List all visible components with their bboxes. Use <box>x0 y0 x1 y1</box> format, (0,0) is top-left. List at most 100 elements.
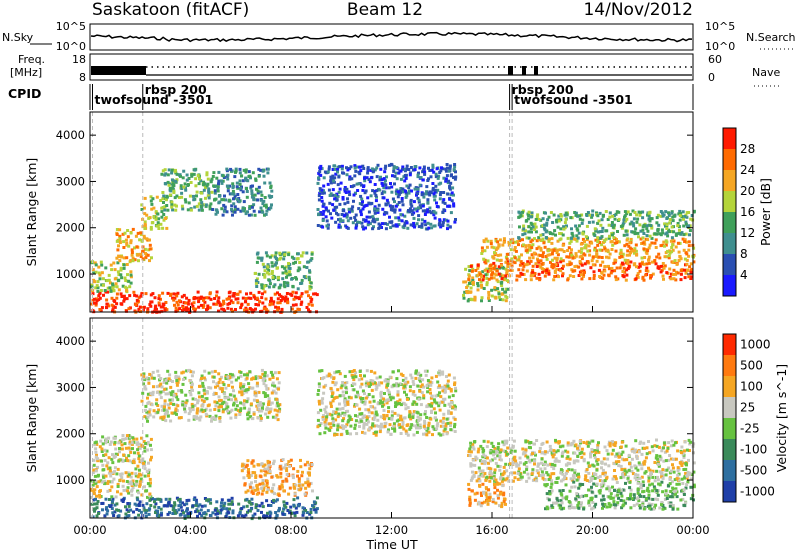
range-gate-cell <box>680 278 683 281</box>
freq-block-a <box>508 66 513 75</box>
range-gate-cell <box>494 502 497 505</box>
range-gate-cell <box>367 382 370 385</box>
range-gate-cell <box>257 509 260 512</box>
range-gate-cell <box>580 270 583 273</box>
range-gate-cell <box>276 308 279 311</box>
range-gate-cell <box>311 489 314 492</box>
range-gate-cell <box>678 229 681 232</box>
power-panel-frame <box>90 112 693 312</box>
range-gate-cell <box>685 252 688 255</box>
range-gate-cell <box>421 193 424 196</box>
range-gate-cell <box>150 456 153 459</box>
range-gate-cell <box>136 441 139 444</box>
range-gate-cell <box>246 498 249 501</box>
range-gate-cell <box>490 277 493 280</box>
range-gate-cell <box>535 226 538 229</box>
colorbar-tick-label: 8 <box>740 247 748 261</box>
range-gate-cell <box>177 508 180 511</box>
range-gate-cell <box>112 437 115 440</box>
range-gate-cell <box>686 211 689 214</box>
range-gate-cell <box>446 205 449 208</box>
range-gate-cell <box>330 217 333 220</box>
range-gate-cell <box>687 269 690 272</box>
range-gate-cell <box>385 414 388 417</box>
range-gate-cell <box>318 198 321 201</box>
range-gate-cell <box>227 503 230 506</box>
range-gate-cell <box>341 381 344 384</box>
range-gate-cell <box>547 240 550 243</box>
range-gate-cell <box>381 208 384 211</box>
range-gate-cell <box>668 214 671 217</box>
range-gate-cell <box>364 227 367 230</box>
range-gate-cell <box>609 253 612 256</box>
range-gate-cell <box>256 384 259 387</box>
range-gate-cell <box>179 175 182 178</box>
range-gate-cell <box>125 239 128 242</box>
range-gate-cell <box>94 475 97 478</box>
range-gate-cell <box>559 260 562 263</box>
range-gate-cell <box>306 261 309 264</box>
range-gate-cell <box>286 473 289 476</box>
range-gate-cell <box>433 398 436 401</box>
range-gate-cell <box>288 270 291 273</box>
range-gate-cell <box>482 491 485 494</box>
range-gate-cell <box>258 300 261 303</box>
range-gate-cell <box>293 298 296 301</box>
range-gate-cell <box>186 499 189 502</box>
range-gate-cell <box>528 237 531 240</box>
range-gate-cell <box>271 374 274 377</box>
range-gate-cell <box>168 498 171 501</box>
range-gate-cell <box>355 432 358 435</box>
range-gate-cell <box>148 401 151 404</box>
range-gate-cell <box>295 303 298 306</box>
range-gate-cell <box>504 463 507 466</box>
range-gate-cell <box>118 255 121 258</box>
range-gate-cell <box>365 190 368 193</box>
range-gate-cell <box>274 511 277 514</box>
range-gate-cell <box>186 174 189 177</box>
range-gate-cell <box>157 227 160 230</box>
range-gate-cell <box>125 447 128 450</box>
range-gate-cell <box>267 168 270 171</box>
range-gate-cell <box>97 266 100 269</box>
range-gate-cell <box>438 384 441 387</box>
range-gate-cell <box>389 376 392 379</box>
range-gate-cell <box>409 184 412 187</box>
range-gate-cell <box>338 403 341 406</box>
range-gate-cell <box>362 390 365 393</box>
range-gate-cell <box>318 385 321 388</box>
range-gate-cell <box>138 473 141 476</box>
range-gate-cell <box>496 240 499 243</box>
range-gate-cell <box>119 473 122 476</box>
range-gate-cell <box>441 371 444 374</box>
range-gate-cell <box>541 263 544 266</box>
range-gate-cell <box>390 163 393 166</box>
range-gate-cell <box>137 259 140 262</box>
range-gate-cell <box>420 225 423 228</box>
range-gate-cell <box>498 296 501 299</box>
range-gate-cell <box>336 428 339 431</box>
range-gate-cell <box>667 211 670 214</box>
range-gate-cell <box>379 168 382 171</box>
range-gate-cell <box>539 266 542 269</box>
range-gate-cell <box>278 381 281 384</box>
range-gate-cell <box>655 256 658 259</box>
range-gate-cell <box>239 187 242 190</box>
range-gate-cell <box>222 410 225 413</box>
range-gate-cell <box>553 229 556 232</box>
range-gate-cell <box>335 212 338 215</box>
range-gate-cell <box>260 511 263 514</box>
range-gate-cell <box>562 244 565 247</box>
range-gate-cell <box>400 170 403 173</box>
range-gate-cell <box>375 386 378 389</box>
range-gate-cell <box>269 408 272 411</box>
range-gate-cell <box>453 425 456 428</box>
range-gate-cell <box>152 415 155 418</box>
range-gate-cell <box>651 217 654 220</box>
range-gate-cell <box>405 430 408 433</box>
range-gate-cell <box>283 253 286 256</box>
range-gate-cell <box>165 204 168 207</box>
range-gate-cell <box>188 407 191 410</box>
range-gate-cell <box>496 287 499 290</box>
range-gate-cell <box>258 408 261 411</box>
